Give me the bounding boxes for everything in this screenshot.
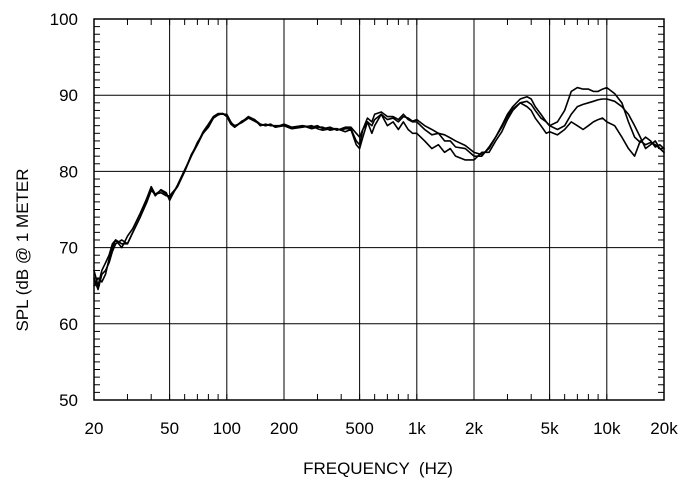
plot-frame (93, 18, 665, 401)
x-axis-title: FREQUENCY (HZ) (303, 459, 453, 478)
x-tick-label: 100 (213, 419, 241, 438)
x-tick-label: 20k (650, 419, 678, 438)
x-tick-label: 10k (593, 419, 621, 438)
y-tick-label: 70 (59, 239, 78, 258)
x-tick-label: 2k (465, 419, 483, 438)
y-tick-label: 60 (59, 315, 78, 334)
x-tick-label: 1k (408, 419, 426, 438)
y-tick-label: 100 (50, 10, 78, 29)
y-tick-label: 50 (59, 391, 78, 410)
x-tick-label: 5k (541, 419, 559, 438)
grid-lines (93, 18, 665, 401)
y-tick-label: 90 (59, 86, 78, 105)
series-layer (93, 86, 665, 291)
x-tick-label: 200 (270, 419, 298, 438)
minor-tick-marks (94, 19, 664, 400)
series-line-3 (93, 102, 665, 287)
x-axis-tick-labels: 20 50 100 200 500 1k 2k 5k 10k 20k (85, 419, 679, 438)
x-tick-label: 20 (85, 419, 104, 438)
y-tick-label: 80 (59, 162, 78, 181)
y-axis-tick-labels: 50 60 70 80 90 100 (50, 10, 78, 410)
x-tick-label: 50 (160, 419, 179, 438)
x-tick-label: 500 (345, 419, 373, 438)
y-axis-title: SPL (dB @ 1 METER (13, 168, 32, 331)
